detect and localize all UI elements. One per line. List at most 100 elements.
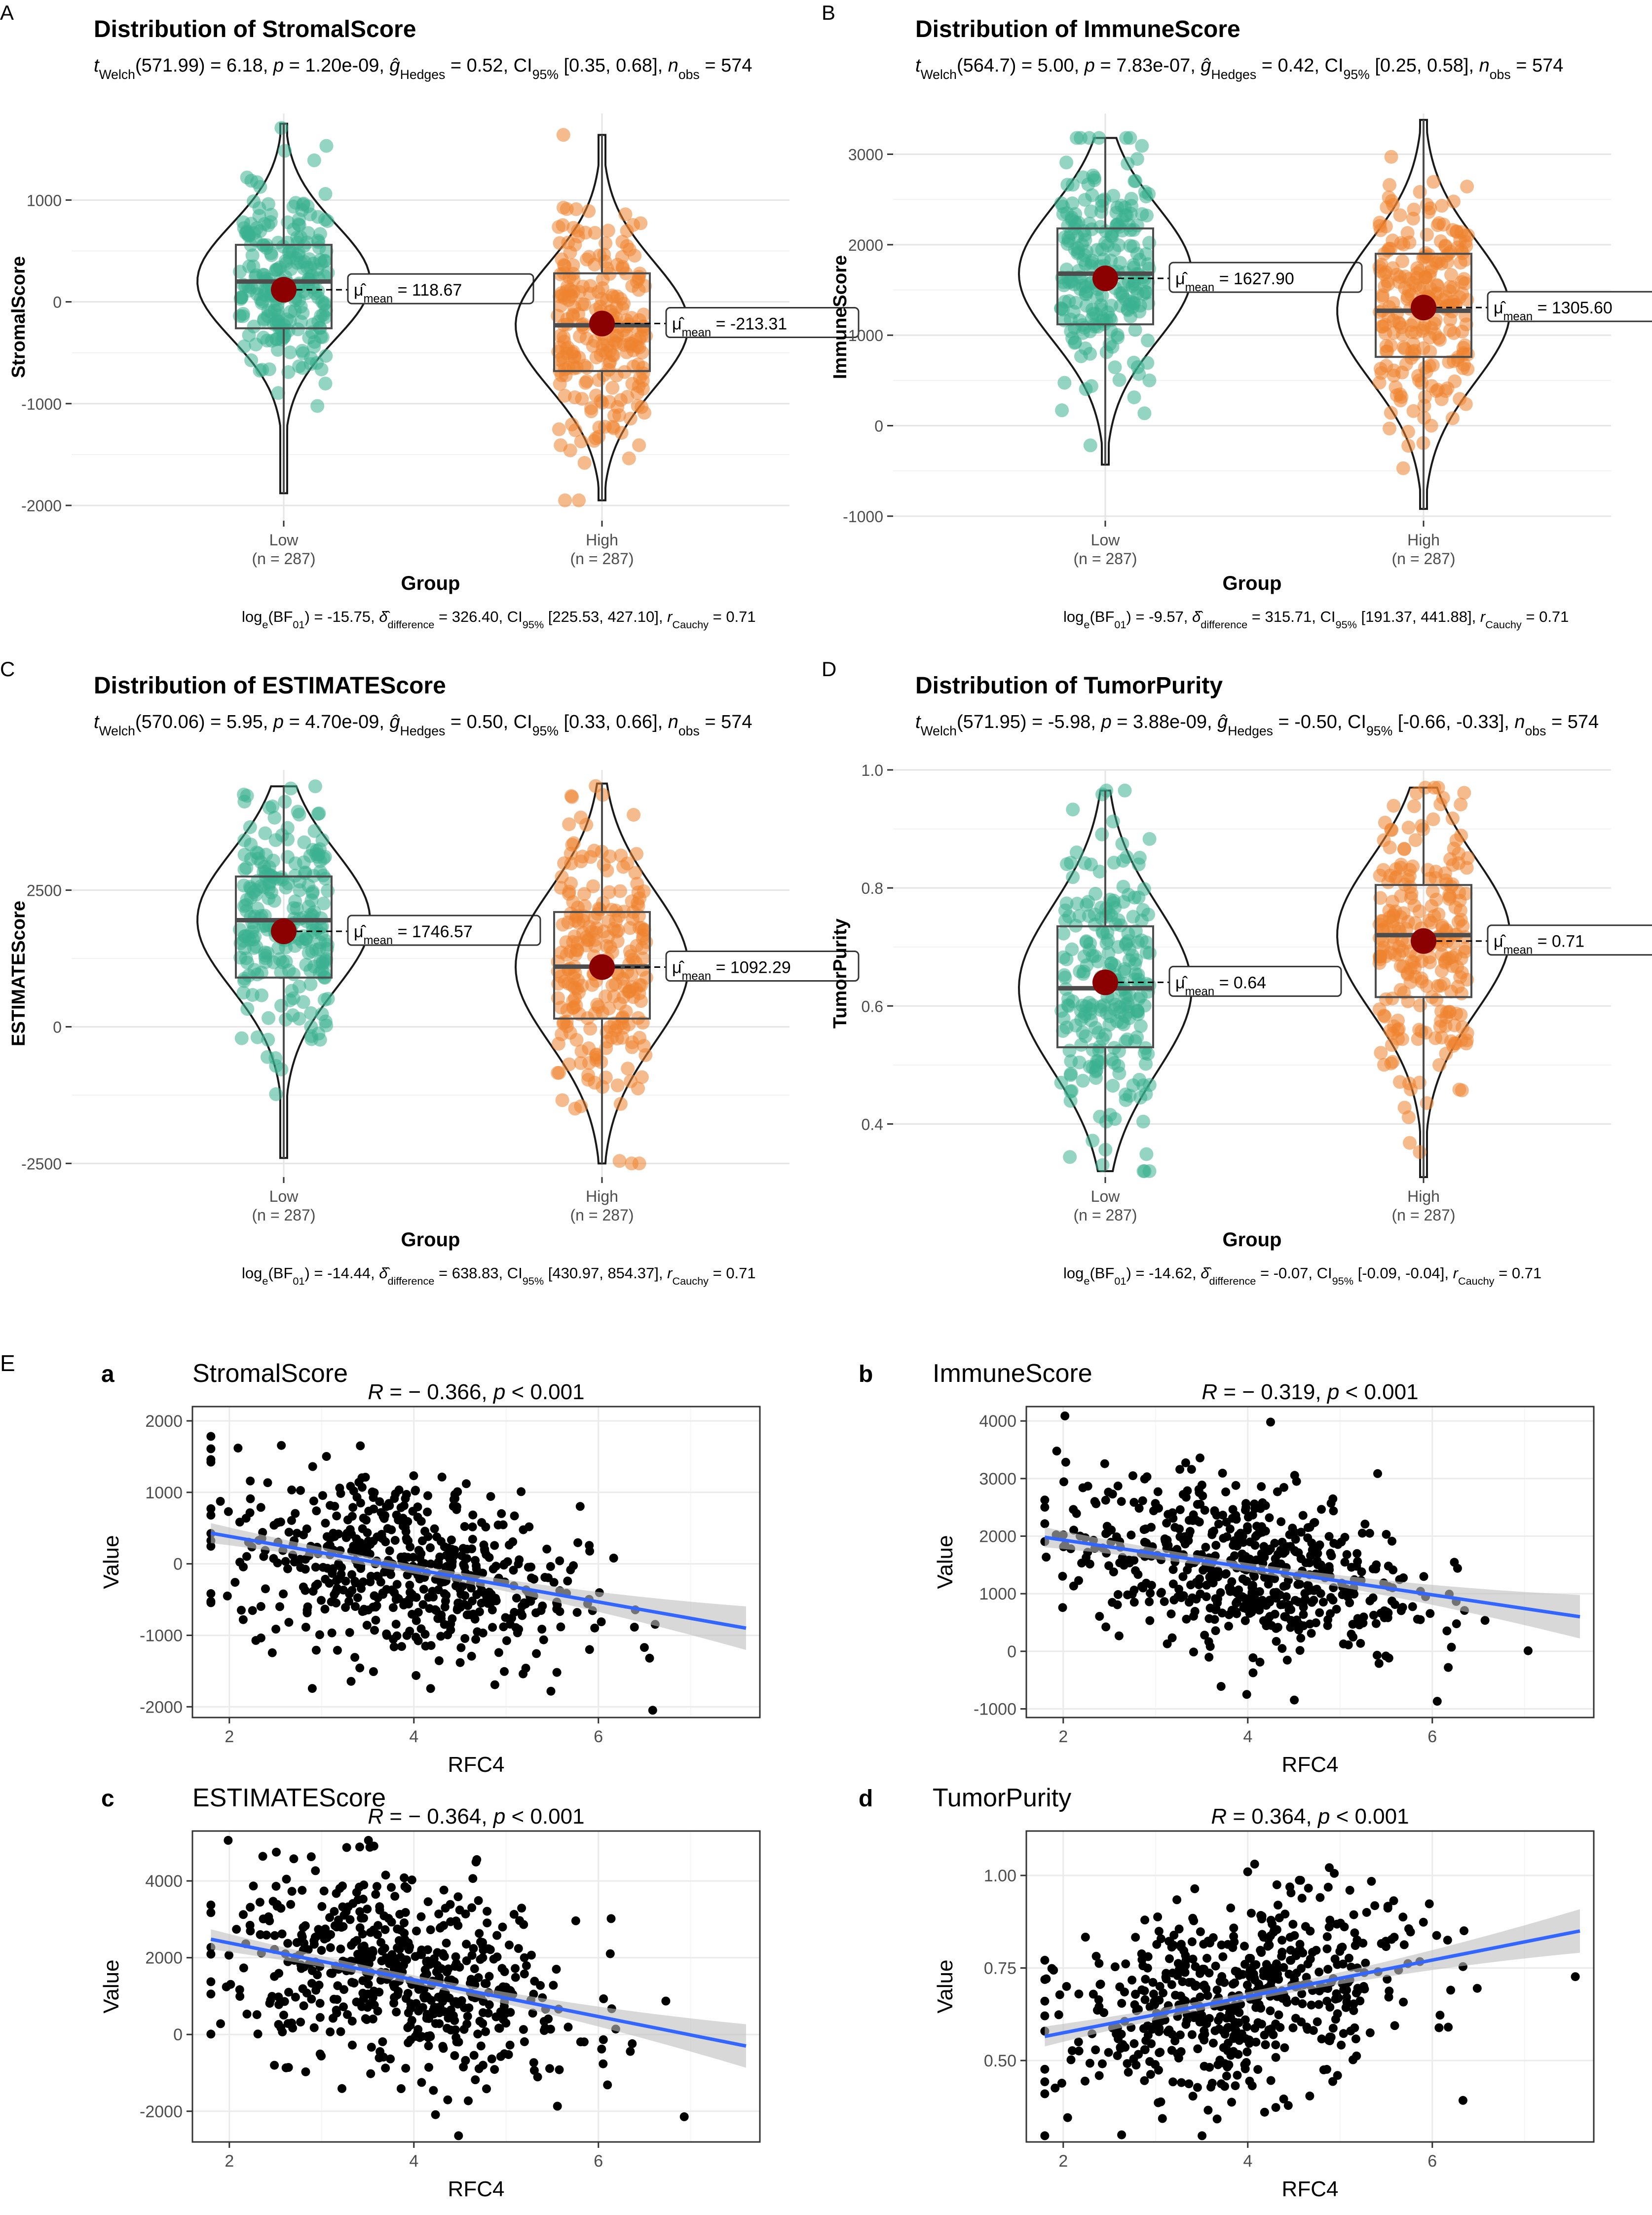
scatter-point (1148, 1978, 1158, 1987)
data-point-low (1078, 228, 1092, 242)
scatter-point (412, 1593, 421, 1602)
scatter-point (1243, 1867, 1252, 1876)
scatter-point (1193, 2044, 1202, 2054)
scatter-point (1285, 1882, 1294, 1892)
scatter-point (475, 1929, 484, 1938)
scatter-point (1224, 1621, 1233, 1631)
mean-label-box (1487, 291, 1652, 322)
data-point-low (1068, 242, 1082, 257)
scatter-point (1264, 1614, 1273, 1623)
scatter-point (462, 1479, 471, 1489)
scatter-point (1245, 1966, 1255, 1975)
data-point-low (292, 218, 306, 232)
tick-label-y: 2000 (979, 1528, 1016, 1546)
data-point-high (612, 408, 626, 422)
data-point-low (1104, 229, 1119, 243)
confidence-ribbon (211, 1929, 746, 2068)
data-point-high (614, 393, 628, 407)
data-point-low (1111, 330, 1125, 344)
scatter-point (256, 1602, 265, 1611)
scatter-point (1370, 1901, 1380, 1910)
scatter-point (206, 1908, 216, 1917)
scatter-point (511, 1973, 520, 1982)
scatter-point (451, 2025, 460, 2034)
scatter-point (1180, 1968, 1190, 1977)
scatter-point (351, 1602, 360, 1611)
data-point-low (278, 144, 292, 158)
data-point-high (1456, 341, 1470, 355)
data-point-high (1385, 992, 1399, 1006)
mean-label: μ̂mean = 0.71 (1494, 932, 1584, 957)
scatter-point (473, 2029, 483, 2039)
data-point-low (300, 235, 314, 250)
scatter-point (272, 1902, 282, 1911)
scatter-point (1165, 1937, 1175, 1947)
scatter-point (455, 1658, 465, 1667)
scatter-point (368, 2014, 377, 2024)
scatter-point (1233, 1541, 1242, 1551)
scatter-point (439, 1921, 449, 1930)
scatter-point (529, 2066, 539, 2075)
scatter-point (435, 2019, 444, 2028)
scatter-point (1168, 2077, 1178, 2087)
scatter-point (1090, 1497, 1099, 1506)
scatter-point (357, 1584, 366, 1593)
data-point-low (1060, 178, 1075, 192)
scatter-point (262, 1930, 271, 1940)
scatter-point (546, 1686, 556, 1696)
scatter-point (1280, 1543, 1290, 1552)
data-point-high (1378, 1009, 1392, 1024)
scatter-point (1232, 1609, 1241, 1618)
scatter-point (306, 1852, 316, 1862)
tick-label-x-n: (n = 287) (1074, 1206, 1137, 1224)
data-point-low (264, 248, 279, 263)
scatter-point (1206, 1565, 1215, 1574)
mean-point (1092, 266, 1118, 292)
data-point-high (627, 808, 641, 822)
scatter-point (1373, 1469, 1382, 1478)
scatter-point (242, 1552, 251, 1561)
scatter-point (1198, 2131, 1207, 2140)
data-point-low (311, 314, 326, 329)
scatter-point (401, 1523, 410, 1532)
panel-title: Distribution of StromalScore (94, 16, 416, 42)
scatter-point (366, 1577, 375, 1587)
scatter-point (599, 1994, 608, 2003)
scatter-point (511, 1964, 520, 1973)
scatter-point (491, 1562, 501, 1571)
data-point-low (254, 965, 268, 980)
scatter-point (1218, 1468, 1227, 1478)
scatter-point (309, 1496, 318, 1506)
scatter-point (406, 1542, 415, 1552)
scatter-point (483, 1907, 492, 1916)
scatter-point (381, 1871, 390, 1880)
tick-label-y: 1000 (848, 327, 883, 344)
scatter-point (460, 1634, 470, 1643)
scatter-point (338, 1881, 347, 1891)
tick-label-y: 0.50 (984, 2052, 1016, 2070)
data-point-high (1389, 388, 1404, 402)
scatter-point (1242, 2047, 1252, 2057)
scatter-point (1365, 1596, 1375, 1605)
tick-label-y: 0.6 (862, 997, 883, 1015)
scatter-point (1356, 1639, 1365, 1648)
tick-label-y: 0.8 (862, 879, 883, 897)
data-point-low (1135, 139, 1149, 153)
data-point-high (1381, 875, 1395, 889)
scatter-point (1233, 1597, 1241, 1606)
scatter-point (518, 1611, 527, 1620)
scatter-point (1201, 1592, 1211, 1602)
scatter-point (1160, 1534, 1169, 1543)
scatter-point (1196, 1927, 1205, 1937)
mean-label-box (1168, 262, 1363, 293)
data-point-low (1058, 914, 1072, 928)
data-point-low (237, 847, 252, 862)
scatter-point (1040, 2089, 1050, 2099)
scatter-point (471, 2075, 480, 2084)
scatter-point (1270, 1538, 1279, 1548)
scatter-point (1104, 1561, 1114, 1570)
scatter-point (435, 1973, 444, 1982)
scatter-point (289, 1854, 299, 1864)
scatter-point (224, 1507, 233, 1516)
scatter-point (1145, 1616, 1155, 1625)
